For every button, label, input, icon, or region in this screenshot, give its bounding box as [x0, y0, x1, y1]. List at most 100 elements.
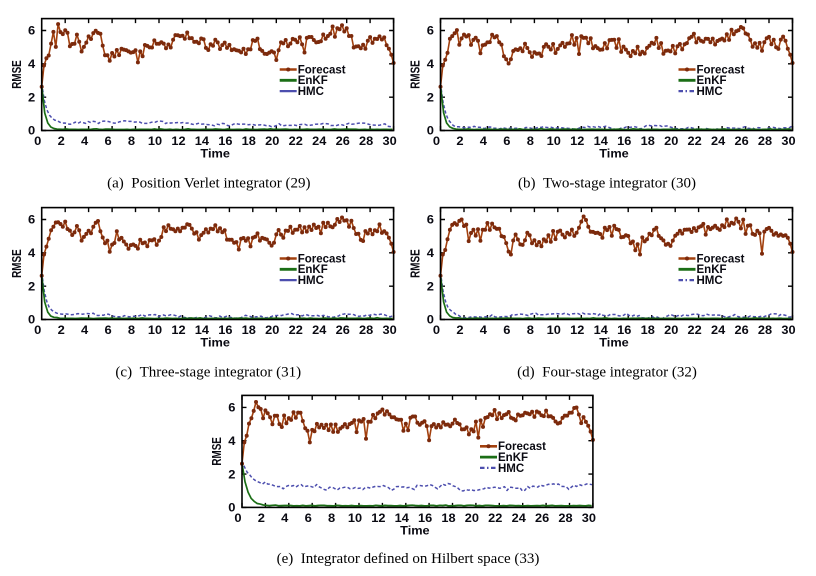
svg-text:20: 20 [265, 325, 279, 337]
svg-text:24: 24 [312, 136, 327, 148]
svg-text:12: 12 [570, 136, 584, 148]
svg-text:22: 22 [688, 325, 702, 337]
svg-text:14: 14 [195, 136, 210, 148]
svg-text:4: 4 [81, 325, 89, 337]
svg-text:12: 12 [171, 325, 185, 337]
svg-text:0: 0 [34, 136, 41, 148]
svg-text:(a) Position Verlet integrator: (a) Position Verlet integrator (29) [107, 176, 310, 192]
svg-text:6: 6 [427, 26, 434, 38]
svg-text:2: 2 [427, 92, 434, 104]
svg-text:Forecast: Forecast [697, 253, 745, 265]
svg-text:8: 8 [527, 136, 535, 148]
svg-text:14: 14 [395, 513, 410, 525]
svg-text:6: 6 [28, 215, 35, 227]
svg-text:EnKF: EnKF [697, 264, 727, 276]
svg-text:16: 16 [418, 513, 432, 525]
svg-text:HMC: HMC [697, 86, 723, 98]
svg-text:10: 10 [148, 136, 162, 148]
svg-text:2: 2 [58, 325, 65, 337]
svg-text:0: 0 [427, 126, 434, 138]
svg-text:RMSE: RMSE [209, 437, 224, 466]
svg-text:18: 18 [641, 325, 656, 337]
svg-text:Time: Time [400, 524, 430, 538]
svg-text:6: 6 [305, 513, 312, 525]
svg-text:2: 2 [58, 136, 65, 148]
svg-text:8: 8 [128, 325, 136, 337]
svg-text:24: 24 [512, 513, 527, 525]
svg-text:24: 24 [312, 325, 327, 337]
svg-text:10: 10 [547, 136, 561, 148]
svg-text:20: 20 [664, 325, 678, 337]
svg-text:24: 24 [711, 325, 726, 337]
svg-text:6: 6 [427, 215, 434, 227]
svg-text:RMSE: RMSE [408, 60, 423, 89]
svg-text:0: 0 [28, 315, 35, 327]
svg-text:4: 4 [228, 436, 236, 448]
svg-text:4: 4 [480, 136, 488, 148]
svg-text:0: 0 [234, 513, 241, 525]
svg-text:30: 30 [582, 513, 596, 525]
svg-text:10: 10 [348, 513, 362, 525]
svg-text:22: 22 [688, 136, 702, 148]
svg-text:2: 2 [456, 325, 463, 337]
svg-text:8: 8 [328, 513, 336, 525]
svg-text:RMSE: RMSE [9, 60, 24, 89]
svg-text:2: 2 [456, 136, 463, 148]
svg-text:28: 28 [359, 136, 374, 148]
svg-text:(c) Three-stage integrator (31: (c) Three-stage integrator (31) [115, 365, 301, 381]
svg-text:18: 18 [242, 136, 257, 148]
svg-text:HMC: HMC [697, 275, 723, 287]
svg-text:2: 2 [427, 281, 434, 293]
svg-text:14: 14 [594, 325, 609, 337]
svg-text:28: 28 [758, 136, 773, 148]
svg-text:10: 10 [148, 325, 162, 337]
svg-text:24: 24 [711, 136, 726, 148]
svg-text:30: 30 [383, 325, 397, 337]
svg-text:0: 0 [427, 315, 434, 327]
svg-text:Forecast: Forecast [498, 441, 546, 453]
svg-text:Forecast: Forecast [298, 253, 346, 265]
svg-text:18: 18 [441, 513, 456, 525]
svg-text:12: 12 [371, 513, 385, 525]
svg-text:2: 2 [228, 469, 235, 481]
svg-text:26: 26 [735, 325, 749, 337]
svg-text:EnKF: EnKF [697, 75, 727, 87]
svg-text:(e) Integrator defined on Hilb: (e) Integrator defined on Hilbert space … [277, 551, 540, 567]
svg-text:26: 26 [535, 513, 549, 525]
svg-text:22: 22 [289, 325, 303, 337]
svg-text:14: 14 [195, 325, 210, 337]
svg-text:6: 6 [28, 26, 35, 38]
svg-text:EnKF: EnKF [498, 452, 528, 464]
svg-text:6: 6 [228, 403, 235, 415]
svg-text:HMC: HMC [298, 275, 324, 287]
svg-text:0: 0 [433, 325, 440, 337]
svg-text:18: 18 [242, 325, 257, 337]
svg-text:20: 20 [664, 136, 678, 148]
svg-text:6: 6 [105, 325, 112, 337]
svg-text:HMC: HMC [498, 463, 524, 475]
svg-text:0: 0 [28, 126, 35, 138]
svg-text:0: 0 [433, 136, 440, 148]
svg-text:2: 2 [28, 281, 35, 293]
svg-text:Forecast: Forecast [298, 64, 346, 76]
svg-text:30: 30 [383, 136, 397, 148]
svg-text:EnKF: EnKF [298, 264, 328, 276]
svg-text:Forecast: Forecast [697, 64, 745, 76]
svg-text:Time: Time [200, 336, 230, 350]
svg-text:28: 28 [758, 325, 773, 337]
svg-text:RMSE: RMSE [9, 249, 24, 278]
svg-text:RMSE: RMSE [408, 249, 423, 278]
svg-text:Time: Time [599, 336, 629, 350]
svg-text:26: 26 [336, 136, 350, 148]
svg-text:22: 22 [488, 513, 502, 525]
svg-text:4: 4 [28, 59, 36, 71]
svg-text:22: 22 [289, 136, 303, 148]
svg-text:HMC: HMC [298, 86, 324, 98]
svg-text:12: 12 [171, 136, 185, 148]
svg-text:16: 16 [617, 136, 631, 148]
svg-text:8: 8 [527, 325, 535, 337]
svg-text:16: 16 [218, 136, 232, 148]
svg-text:(d) Four-stage integrator (32): (d) Four-stage integrator (32) [517, 365, 697, 381]
svg-text:(b) Two-stage integrator (30): (b) Two-stage integrator (30) [518, 176, 696, 192]
svg-text:2: 2 [258, 513, 265, 525]
